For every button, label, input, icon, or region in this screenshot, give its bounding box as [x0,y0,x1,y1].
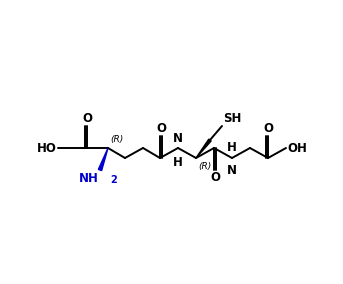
Text: 2: 2 [110,175,117,185]
Text: O: O [263,122,273,135]
Text: (R): (R) [198,162,211,171]
Text: N: N [173,132,183,145]
Text: H: H [173,156,183,169]
Text: O: O [82,112,92,125]
Text: (R): (R) [110,135,123,144]
Text: SH: SH [223,112,241,125]
Polygon shape [98,148,108,171]
Text: O: O [210,171,220,184]
Text: H: H [227,141,237,154]
Text: HO: HO [37,141,57,154]
Text: OH: OH [287,141,307,154]
Text: O: O [156,122,166,135]
Polygon shape [196,139,211,158]
Text: N: N [227,164,237,177]
Text: NH: NH [79,172,99,185]
